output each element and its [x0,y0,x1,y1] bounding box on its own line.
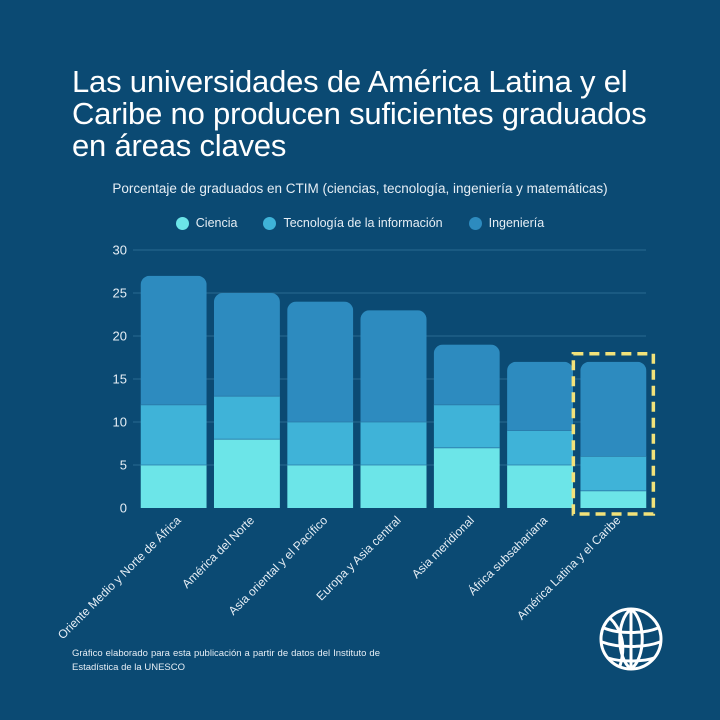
bar-segment [580,361,647,457]
x-tick-label: África subsahariana [465,512,551,598]
y-tick-label: 25 [113,286,127,301]
y-tick-label: 15 [113,372,127,387]
legend-swatch-ciencia [175,216,189,230]
bar-segment [360,310,427,422]
legend-label-ingenieria: Ingeniería [488,216,545,230]
legend-item-tecnologia: Tecnología de la información [263,216,443,230]
bar-segment [433,404,500,448]
bar-segment [507,465,574,508]
bar-segment [433,344,500,405]
bar-segment [213,396,280,440]
bar-segment [433,447,500,508]
x-tick-label: América del Norte [179,513,257,591]
bar-segment [287,465,354,508]
bar-segment [140,465,207,508]
legend-label-tecnologia: Tecnología de la información [283,216,443,230]
bar-segment [213,439,280,508]
bar-segment [360,422,427,465]
y-tick-label: 5 [120,458,127,473]
legend-swatch-ingenieria [468,216,482,230]
x-tick-label: Oriente Medio y Norte de África [54,512,184,642]
x-tick-label: Asia meridional [409,513,477,581]
bar-segment [360,465,427,508]
world-bank-globe-icon [599,607,663,671]
legend-label-ciencia: Ciencia [195,216,238,230]
highlight-box [571,352,656,516]
bar-segment [580,456,647,491]
y-tick-label: 20 [113,329,127,344]
bar-segment [140,275,207,405]
x-tick-label: Europa y Asia central [314,513,404,603]
bar-segment [507,361,574,431]
y-tick-label: 0 [120,501,127,516]
legend-item-ciencia: Ciencia [175,216,238,230]
legend-swatch-tecnologia [263,216,277,230]
legend-item-ingenieria: Ingeniería [468,216,545,230]
bar-segment [287,301,354,422]
legend: Ciencia Tecnología de la información Ing… [0,216,720,230]
source-footnote: Gráfico elaborado para esta publicación … [72,648,380,673]
bar-segment [287,422,354,465]
bar-segment [140,404,207,465]
bar-segment [580,490,647,508]
chart-subtitle: Porcentaje de graduados en CTIM (ciencia… [112,181,608,196]
y-tick-label: 30 [113,243,127,258]
chart-title: Las universidades de América Latina y el… [72,64,647,163]
y-tick-label: 10 [113,415,127,430]
bar-segment [507,430,574,465]
bar-segment [213,293,280,397]
